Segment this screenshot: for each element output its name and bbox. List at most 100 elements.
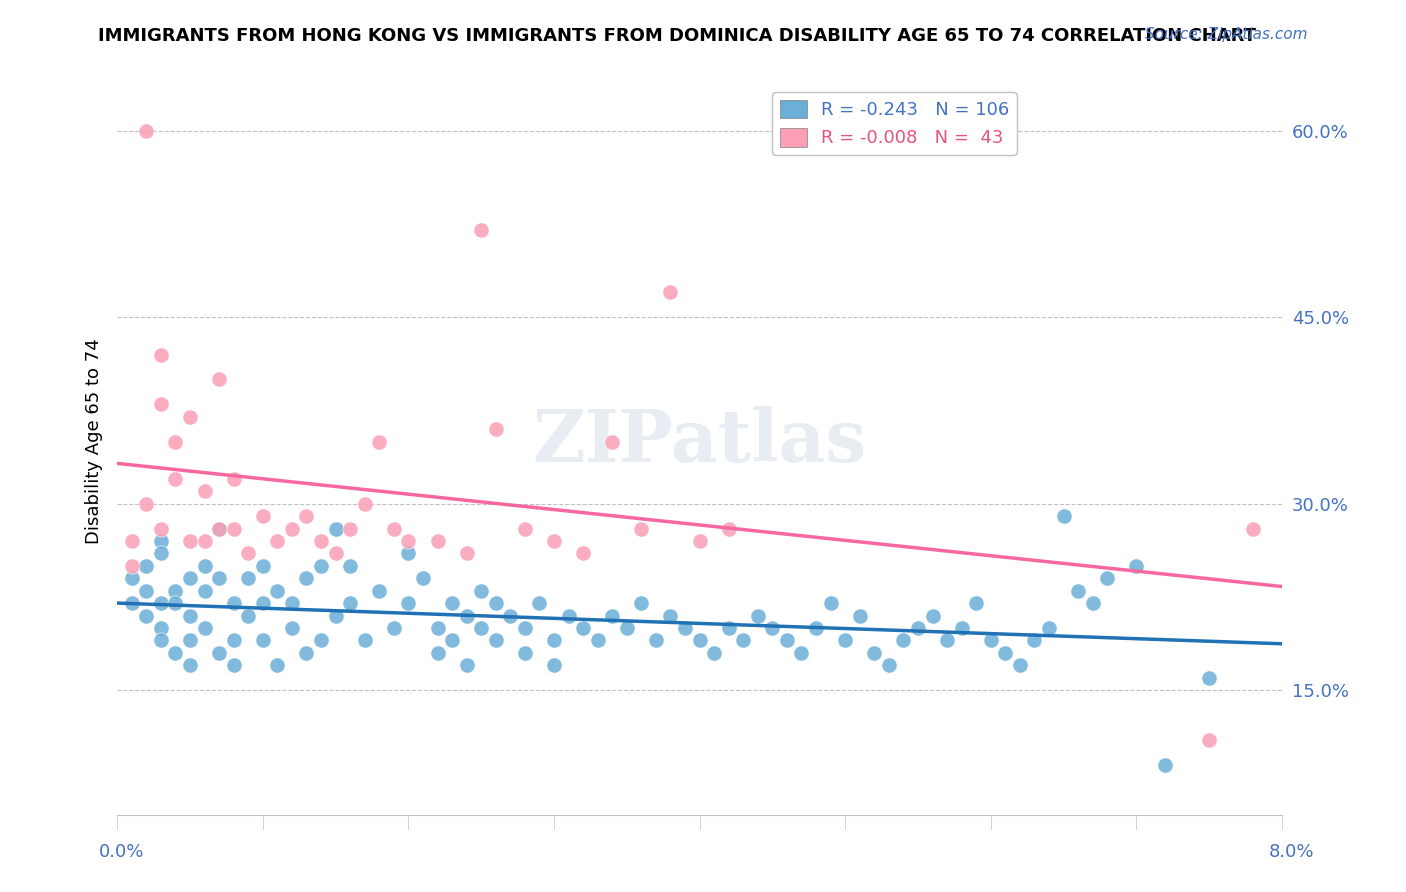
Point bbox=[121, 534, 143, 549]
Text: 8.0%: 8.0% bbox=[1270, 843, 1315, 861]
Point bbox=[1038, 621, 1060, 635]
Point bbox=[208, 522, 231, 536]
Point bbox=[441, 633, 464, 648]
Point bbox=[543, 658, 565, 673]
Point bbox=[353, 497, 375, 511]
Point bbox=[485, 596, 508, 610]
Point bbox=[1198, 733, 1220, 747]
Point bbox=[717, 522, 740, 536]
Point bbox=[586, 633, 609, 648]
Point bbox=[208, 571, 231, 585]
Point bbox=[179, 571, 201, 585]
Point bbox=[776, 633, 799, 648]
Point bbox=[645, 633, 668, 648]
Point bbox=[252, 558, 274, 573]
Point bbox=[659, 608, 682, 623]
Point bbox=[193, 484, 215, 499]
Point bbox=[135, 124, 157, 138]
Point bbox=[149, 596, 172, 610]
Point bbox=[600, 608, 623, 623]
Point bbox=[222, 658, 245, 673]
Point bbox=[135, 558, 157, 573]
Point bbox=[456, 658, 478, 673]
Point bbox=[485, 633, 508, 648]
Point bbox=[733, 633, 755, 648]
Point bbox=[485, 422, 508, 436]
Point bbox=[1008, 658, 1031, 673]
Point bbox=[863, 646, 886, 660]
Point bbox=[222, 472, 245, 486]
Point bbox=[325, 522, 347, 536]
Point bbox=[820, 596, 842, 610]
Point bbox=[673, 621, 696, 635]
Point bbox=[907, 621, 929, 635]
Point bbox=[396, 546, 419, 560]
Point bbox=[222, 596, 245, 610]
Point bbox=[252, 509, 274, 524]
Text: IMMIGRANTS FROM HONG KONG VS IMMIGRANTS FROM DOMINICA DISABILITY AGE 65 TO 74 CO: IMMIGRANTS FROM HONG KONG VS IMMIGRANTS … bbox=[98, 27, 1257, 45]
Point bbox=[572, 621, 595, 635]
Point bbox=[179, 658, 201, 673]
Point bbox=[295, 646, 318, 660]
Point bbox=[761, 621, 783, 635]
Point bbox=[572, 546, 595, 560]
Point bbox=[396, 596, 419, 610]
Point bbox=[149, 546, 172, 560]
Point bbox=[848, 608, 870, 623]
Point bbox=[266, 583, 288, 598]
Point bbox=[659, 285, 682, 300]
Point bbox=[689, 534, 711, 549]
Point bbox=[339, 522, 361, 536]
Point bbox=[1198, 671, 1220, 685]
Point bbox=[893, 633, 915, 648]
Point bbox=[353, 633, 375, 648]
Point bbox=[149, 522, 172, 536]
Point bbox=[382, 522, 405, 536]
Point bbox=[281, 522, 304, 536]
Point bbox=[208, 522, 231, 536]
Point bbox=[179, 534, 201, 549]
Point bbox=[179, 633, 201, 648]
Point bbox=[1052, 509, 1074, 524]
Point bbox=[804, 621, 827, 635]
Point bbox=[208, 372, 231, 386]
Point bbox=[965, 596, 987, 610]
Text: 0.0%: 0.0% bbox=[98, 843, 143, 861]
Point bbox=[747, 608, 769, 623]
Point bbox=[135, 583, 157, 598]
Point bbox=[266, 534, 288, 549]
Point bbox=[165, 583, 187, 598]
Point bbox=[600, 434, 623, 449]
Point bbox=[339, 596, 361, 610]
Point bbox=[135, 497, 157, 511]
Point bbox=[281, 596, 304, 610]
Point bbox=[921, 608, 943, 623]
Point bbox=[325, 608, 347, 623]
Point bbox=[834, 633, 856, 648]
Text: ZIPatlas: ZIPatlas bbox=[533, 406, 866, 477]
Point bbox=[368, 434, 391, 449]
Point bbox=[165, 472, 187, 486]
Point bbox=[1024, 633, 1046, 648]
Point bbox=[877, 658, 900, 673]
Point bbox=[165, 596, 187, 610]
Point bbox=[121, 571, 143, 585]
Point bbox=[149, 397, 172, 411]
Point bbox=[513, 646, 536, 660]
Point bbox=[149, 621, 172, 635]
Point bbox=[412, 571, 434, 585]
Point bbox=[456, 608, 478, 623]
Point bbox=[281, 621, 304, 635]
Point bbox=[222, 522, 245, 536]
Point bbox=[252, 633, 274, 648]
Point bbox=[149, 633, 172, 648]
Point bbox=[1067, 583, 1090, 598]
Point bbox=[1154, 757, 1177, 772]
Point bbox=[616, 621, 638, 635]
Point bbox=[193, 534, 215, 549]
Point bbox=[1081, 596, 1104, 610]
Point bbox=[513, 621, 536, 635]
Point bbox=[689, 633, 711, 648]
Point bbox=[179, 409, 201, 424]
Point bbox=[426, 534, 449, 549]
